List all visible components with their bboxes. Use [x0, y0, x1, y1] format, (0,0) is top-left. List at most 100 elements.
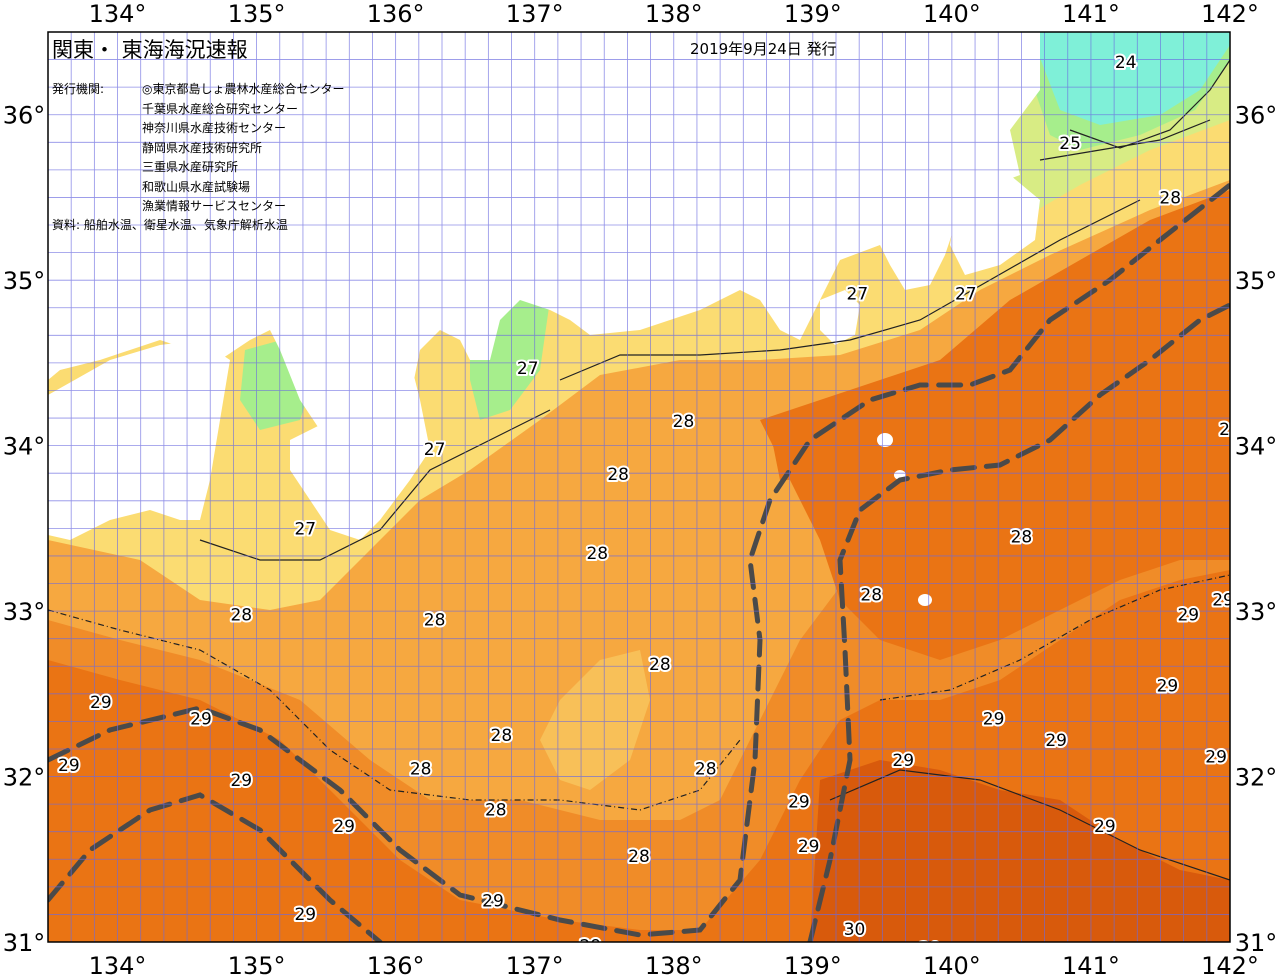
longitude-label-top: 138°	[645, 0, 703, 28]
isotherm-30	[829, 769, 1230, 881]
longitude-label-bottom: 142°	[1201, 952, 1259, 980]
isotherm-27-north	[559, 199, 1141, 381]
land-kii-peninsula	[290, 360, 430, 540]
longitude-label-bottom: 139°	[784, 952, 842, 980]
latitude-label-left: 35°	[3, 267, 46, 295]
isotherm-label: 29	[190, 710, 212, 730]
isotherm-label: 29	[482, 892, 504, 912]
isotherm-label: 28	[1159, 188, 1181, 208]
isotherm-label: 29	[333, 817, 355, 837]
latitude-label-right: 36°	[1235, 102, 1278, 130]
longitude-label-bottom: 137°	[506, 952, 564, 980]
isotherm-25	[1039, 119, 1211, 161]
isotherm-label: 27	[517, 359, 539, 379]
latitude-label-left: 36°	[3, 102, 46, 130]
longitude-label-top: 139°	[784, 0, 842, 28]
latitude-label-right: 31°	[1235, 929, 1278, 957]
latitude-label-right: 32°	[1235, 764, 1278, 792]
isotherm-label: 27	[294, 519, 316, 539]
isotherm-label: 28	[485, 801, 507, 821]
isotherm-label: 29	[90, 693, 112, 713]
map-title: 関東・ 東海海況速報	[52, 38, 248, 62]
latitude-label-left: 32°	[3, 764, 46, 792]
agency-item: 静岡県水産技術研究所	[142, 140, 263, 155]
land-honshu-west	[48, 32, 1040, 470]
warm-patch-izu	[770, 420, 815, 480]
longitude-label-top: 137°	[506, 0, 564, 28]
longitude-label-bottom: 140°	[923, 952, 981, 980]
kuroshio-south-edge	[48, 792, 383, 942]
latitude-label-right: 33°	[1235, 598, 1278, 626]
isotherm-label: 28	[1011, 528, 1033, 548]
isotherm-label: 28	[586, 544, 608, 564]
isotherm-lines	[48, 59, 1230, 881]
issue-date: 2019年9月24日 発行	[690, 40, 837, 58]
longitude-label-bottom: 141°	[1062, 952, 1120, 980]
isotherm-label: 28	[1219, 420, 1241, 440]
sea-zone-30	[810, 760, 1230, 942]
sea-zone-24	[1030, 32, 1230, 125]
agency-item: 千葉県水産総合研究センター	[142, 101, 299, 116]
longitude-label-top: 140°	[923, 0, 981, 28]
island-oshima	[877, 433, 893, 447]
isotherm-label: 28	[607, 465, 629, 485]
issuing-agencies: 発行機関: ◎東京都島しょ農林水産総合センター 千葉県水産総合研究センター 神奈川…	[52, 80, 344, 217]
isotherm-label: 25	[1059, 134, 1081, 154]
latitude-label-left: 34°	[3, 433, 46, 461]
longitude-label-top: 141°	[1062, 0, 1120, 28]
isotherm-label: 29	[892, 751, 914, 771]
isotherm-label: 29	[294, 905, 316, 925]
land-shikoku	[48, 340, 230, 540]
coordinate-grid	[48, 32, 1230, 942]
map-area: 24 25 28 27 27 27 28 28 27 28 27 28 28 28 29 28 28 29 28 29…	[48, 32, 1241, 961]
isotherm-label: 30	[844, 920, 866, 940]
isotherm-label: 29	[798, 837, 820, 857]
latitude-label-right: 35°	[1235, 267, 1278, 295]
isotherm-label: 29	[983, 710, 1005, 730]
isotherm-label: 28	[860, 586, 882, 606]
agency-item: 漁業情報サービスセンター	[142, 199, 287, 213]
isotherm-label: 28	[491, 726, 513, 746]
isotherm-label: 24	[1115, 53, 1137, 73]
isotherm-label: 30	[919, 940, 941, 960]
isotherm-label: 27	[955, 284, 977, 304]
longitude-label-top: 134°	[89, 0, 147, 28]
isotherm-label: 29	[580, 936, 602, 956]
longitude-label-bottom: 134°	[89, 952, 147, 980]
isotherm-label: 30	[890, 941, 912, 961]
isotherm-label: 29	[1212, 591, 1234, 611]
isotherm-label: 29	[1045, 731, 1067, 751]
warm-patch-west	[540, 650, 650, 790]
kuroshio-axis	[48, 182, 1230, 942]
isotherm-label: 29	[1094, 817, 1116, 837]
island-miyake	[918, 594, 932, 606]
isotherm-29-east	[879, 574, 1230, 701]
axis-labels: 134° 134° 135° 135° 136° 136° 137° 137° 138° 138°…	[3, 0, 1278, 980]
contour-labels: 24 25 28 27 27 27 28 28 27 28 27 28 28 28 29 28 28 29 28 29…	[56, 51, 1241, 961]
isotherm-28-west	[48, 609, 741, 811]
agency-item: 和歌山県水産試験場	[142, 179, 251, 194]
isotherm-label: 28	[424, 610, 446, 630]
isotherm-27-kii	[199, 409, 551, 561]
map-frame	[47, 31, 1231, 943]
isotherm-label: 27	[424, 440, 446, 460]
kuroshio-offshore	[807, 302, 1230, 942]
longitude-label-bottom: 135°	[228, 952, 286, 980]
isotherm-label: 29	[788, 792, 810, 812]
isotherm-label: 28	[649, 655, 671, 675]
agency-item: 三重県水産研究所	[142, 160, 239, 174]
agency-item: ◎東京都島しょ農林水産総合センター	[142, 82, 345, 96]
latitude-label-left: 33°	[3, 598, 46, 626]
isotherm-label: 27	[847, 284, 869, 304]
longitude-label-top: 136°	[367, 0, 425, 28]
isotherm-label: 28	[673, 412, 695, 432]
longitude-label-top: 142°	[1201, 0, 1259, 28]
isotherm-label: 29	[230, 771, 252, 791]
isotherm-label: 29	[1177, 605, 1199, 625]
agencies-label: 発行機関:	[52, 82, 105, 96]
isotherm-label: 28	[410, 759, 432, 779]
longitude-label-bottom: 136°	[367, 952, 425, 980]
longitude-label-top: 135°	[228, 0, 286, 28]
kuroshio-north-edge	[48, 182, 1230, 938]
